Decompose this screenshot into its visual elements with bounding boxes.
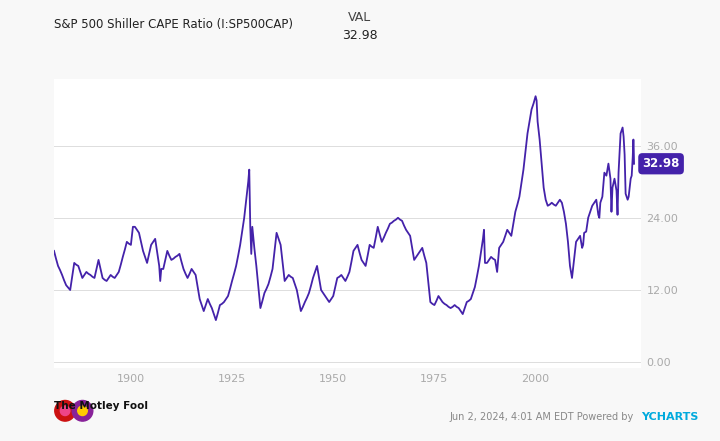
Text: VAL: VAL [348, 11, 372, 24]
Text: YCHARTS: YCHARTS [641, 412, 698, 422]
Text: The Motley Fool: The Motley Fool [54, 401, 148, 411]
Circle shape [60, 406, 70, 415]
Circle shape [78, 406, 87, 415]
Circle shape [55, 400, 76, 421]
Text: 32.98: 32.98 [342, 29, 378, 41]
Text: 32.98: 32.98 [642, 157, 680, 170]
Circle shape [72, 400, 93, 421]
Text: S&P 500 Shiller CAPE Ratio (I:SP500CAP): S&P 500 Shiller CAPE Ratio (I:SP500CAP) [54, 18, 293, 30]
Text: Jun 2, 2024, 4:01 AM EDT Powered by: Jun 2, 2024, 4:01 AM EDT Powered by [450, 412, 637, 422]
